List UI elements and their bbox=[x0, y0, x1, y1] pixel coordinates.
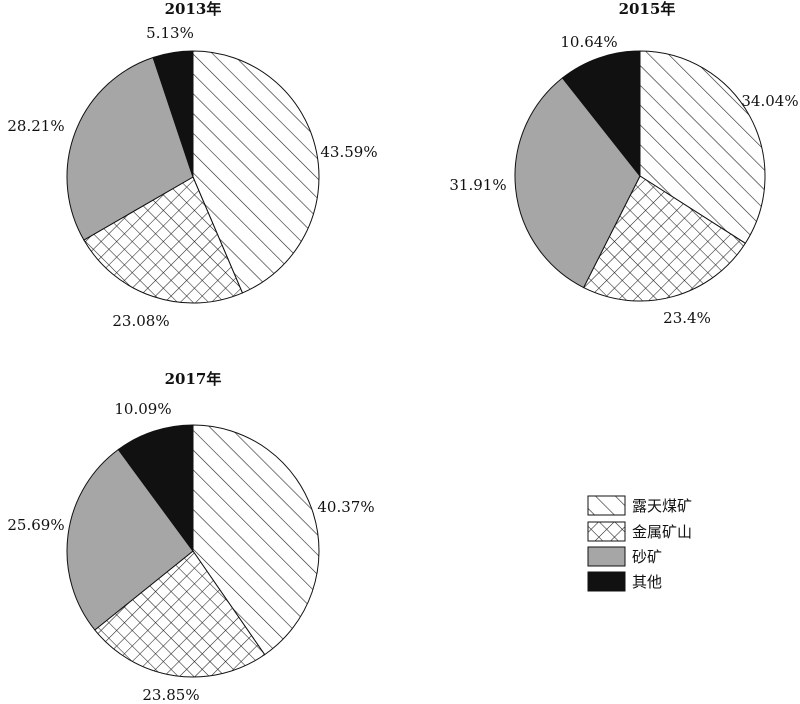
pie-2013-slice-露天煤矿 bbox=[192, 50, 320, 294]
legend-swatch-砂矿 bbox=[587, 546, 626, 567]
pie-2017-slice-露天煤矿 bbox=[192, 424, 320, 656]
legend-swatch-露天煤矿 bbox=[587, 495, 626, 516]
pie-2015-label-砂矿: 31.91% bbox=[449, 176, 506, 194]
pie-2017-label-砂矿: 25.69% bbox=[7, 516, 64, 534]
legend-swatch-其他 bbox=[587, 571, 626, 592]
pie-2015-label-露天煤矿: 34.04% bbox=[741, 92, 798, 110]
pie-2017-slice-金属矿山 bbox=[94, 550, 266, 678]
pie-2017-label-露天煤矿: 40.37% bbox=[317, 498, 374, 516]
legend-label-其他: 其他 bbox=[632, 573, 662, 591]
pie-2017-slice-砂矿 bbox=[66, 448, 194, 631]
pie-2013-label-砂矿: 28.21% bbox=[7, 117, 64, 135]
pie-2015-slice-砂矿 bbox=[514, 77, 641, 289]
pie-2015-slices bbox=[514, 50, 766, 302]
pie-2015-label-金属矿山: 23.4% bbox=[663, 309, 711, 327]
pie-2013: 2013年 43.59% 23.08% 28.21% 5.13% bbox=[7, 0, 377, 330]
pie-2015-slice-露天煤矿 bbox=[639, 50, 766, 244]
legend-swatch-金属矿山 bbox=[587, 521, 626, 542]
pie-2017: 2017年 40.37% 23.85% 25.69% 10.09% bbox=[7, 370, 374, 704]
pie-2013-label-金属矿山: 23.08% bbox=[112, 312, 169, 330]
legend: 露天煤矿 金属矿山 砂矿 其他 bbox=[587, 495, 692, 592]
pie-2017-label-其他: 10.09% bbox=[114, 400, 171, 418]
legend-label-露天煤矿: 露天煤矿 bbox=[632, 497, 692, 515]
legend-label-砂矿: 砂矿 bbox=[632, 548, 662, 566]
pie-title-2015: 2015年 bbox=[619, 0, 676, 18]
pie-2017-label-金属矿山: 23.85% bbox=[142, 686, 199, 704]
pie-2017-slices bbox=[66, 424, 320, 678]
pie-2013-slice-金属矿山 bbox=[83, 176, 244, 304]
legend-label-金属矿山: 金属矿山 bbox=[632, 523, 692, 541]
pie-2013-slice-其他 bbox=[152, 50, 194, 178]
pie-2013-label-其他: 5.13% bbox=[146, 24, 194, 42]
pie-2015-slice-其他 bbox=[561, 50, 641, 178]
pie-title-2013: 2013年 bbox=[165, 0, 222, 18]
pie-2015: 2015年 34.04% 23.4% 31.91% 10.64% bbox=[449, 0, 798, 327]
pie-2017-slice-其他 bbox=[117, 424, 194, 553]
pie-2015-label-其他: 10.64% bbox=[560, 33, 617, 51]
pie-2013-slices bbox=[66, 50, 320, 304]
pie-title-2017: 2017年 bbox=[165, 370, 222, 388]
pie-2013-label-露天煤矿: 43.59% bbox=[320, 143, 377, 161]
pie-2015-slice-金属矿山 bbox=[582, 175, 747, 302]
pie-2013-slice-砂矿 bbox=[66, 56, 194, 241]
